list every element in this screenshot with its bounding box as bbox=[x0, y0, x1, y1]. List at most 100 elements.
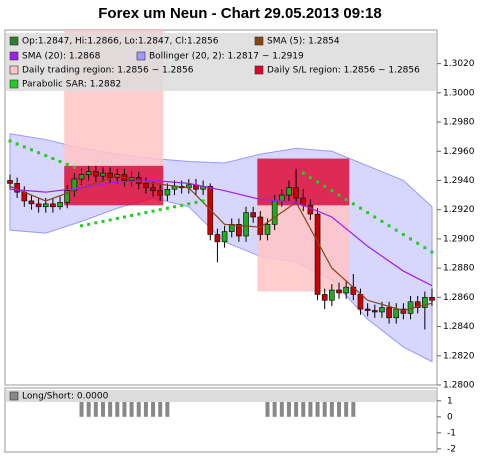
sar-dot bbox=[15, 142, 19, 146]
long-short-bar bbox=[122, 400, 127, 417]
candle-body bbox=[164, 188, 171, 196]
candle-body bbox=[236, 224, 242, 237]
candle-body bbox=[214, 234, 221, 243]
sar-dot bbox=[380, 219, 384, 223]
sar-dot bbox=[194, 200, 198, 204]
candle-body bbox=[407, 301, 414, 314]
legend-label: Daily S/L region: 1.2856 ~ 1.2856 bbox=[267, 66, 420, 76]
long-short-bar bbox=[315, 400, 320, 417]
sar-dot bbox=[308, 176, 312, 180]
sar-dot bbox=[108, 218, 112, 222]
long-short-bar bbox=[115, 400, 120, 417]
candle-body bbox=[35, 203, 42, 208]
sar-dot bbox=[122, 215, 126, 219]
long-short-bar bbox=[265, 400, 270, 417]
legend-label: SMA (20): 1.2868 bbox=[22, 52, 101, 62]
y-tick-label: 1.2940 bbox=[443, 176, 475, 186]
y-tick-label: 1.2880 bbox=[443, 264, 475, 274]
legend-swatch bbox=[9, 51, 19, 61]
long-short-bar bbox=[329, 400, 334, 417]
candle-body bbox=[371, 310, 378, 313]
candle-body bbox=[314, 213, 321, 295]
sar-dot bbox=[416, 241, 420, 245]
candle-body bbox=[422, 297, 428, 308]
legend-label: Op:1.2847, Hi:1.2866, Lo:1.2847, Cl:1.28… bbox=[22, 37, 219, 47]
candle-body bbox=[28, 200, 35, 205]
sar-dot bbox=[358, 206, 362, 210]
long-short-bar bbox=[143, 400, 148, 417]
sar-dot bbox=[180, 203, 184, 207]
sar-dot bbox=[316, 180, 320, 184]
legend-label: SMA (5): 1.2854 bbox=[267, 37, 340, 47]
sar-dot bbox=[101, 219, 105, 223]
y-tick-label: 1.2860 bbox=[443, 293, 475, 303]
sar-dot bbox=[401, 233, 405, 237]
long-short-bar bbox=[344, 400, 349, 417]
candle-body bbox=[85, 171, 92, 175]
candle-body bbox=[264, 224, 271, 235]
long-short-bar bbox=[136, 400, 141, 417]
long-short-bar bbox=[294, 400, 299, 417]
sar-dot bbox=[373, 215, 377, 219]
legend-swatch bbox=[9, 36, 19, 46]
sar-dot bbox=[72, 165, 76, 169]
sar-dot bbox=[29, 148, 33, 152]
candle-body bbox=[7, 180, 13, 184]
sar-dot bbox=[201, 199, 205, 203]
sar-dot bbox=[65, 162, 69, 166]
y-tick-label: 1 bbox=[447, 396, 453, 406]
sar-dot bbox=[8, 139, 12, 143]
candle-body bbox=[42, 203, 49, 208]
y-tick-label: 1.2980 bbox=[443, 118, 475, 128]
long-short-bar bbox=[129, 400, 134, 417]
sar-dot bbox=[151, 209, 155, 213]
sar-dot bbox=[301, 171, 305, 175]
sar-dot bbox=[330, 189, 334, 193]
y-tick-label: 0 bbox=[447, 412, 453, 422]
long-short-bar bbox=[86, 400, 91, 417]
sar-dot bbox=[130, 214, 134, 218]
y-tick-label: 1.2960 bbox=[443, 147, 475, 157]
sar-dot bbox=[337, 193, 341, 197]
sar-dot bbox=[94, 221, 98, 225]
candle-body bbox=[336, 289, 342, 294]
sar-dot bbox=[387, 224, 391, 228]
sar-dot bbox=[80, 224, 84, 228]
y-tick-label: -2 bbox=[447, 444, 456, 454]
long-short-bar bbox=[151, 400, 156, 417]
sar-dot bbox=[137, 212, 141, 216]
sar-dot bbox=[423, 246, 427, 250]
candle-body bbox=[321, 294, 328, 301]
long-short-bar bbox=[279, 400, 284, 417]
candle-body bbox=[271, 200, 278, 225]
sar-dot bbox=[366, 211, 370, 215]
region bbox=[257, 205, 350, 292]
candle-body bbox=[50, 203, 56, 208]
candle-body bbox=[386, 307, 392, 319]
candle-body bbox=[64, 190, 71, 203]
candle-body bbox=[107, 172, 113, 178]
sar-dot bbox=[187, 202, 191, 206]
sar-dot bbox=[37, 151, 41, 155]
sar-dot bbox=[87, 222, 91, 226]
sar-dot bbox=[344, 197, 348, 201]
y-tick-label: 1.2820 bbox=[443, 351, 475, 361]
sar-dot bbox=[165, 206, 169, 210]
chart-title: Forex um Neun - Chart 29.05.2013 09:18 bbox=[98, 5, 381, 22]
sar-dot bbox=[173, 205, 177, 209]
candle-body bbox=[57, 202, 63, 208]
y-tick-label: 1.3000 bbox=[443, 88, 475, 98]
sar-dot bbox=[44, 154, 48, 158]
long-short-bar bbox=[93, 400, 98, 417]
sar-dot bbox=[409, 237, 413, 241]
candle-body bbox=[286, 187, 292, 196]
candle-body bbox=[393, 308, 400, 319]
candle-body bbox=[293, 187, 299, 199]
sar-dot bbox=[351, 202, 355, 206]
candle-body bbox=[150, 187, 156, 191]
long-short-bar bbox=[286, 400, 291, 417]
sar-dot bbox=[144, 211, 148, 215]
y-tick-label: 1.3020 bbox=[443, 59, 475, 69]
legend-label: Daily trading region: 1.2856 ~ 1.2856 bbox=[22, 66, 194, 76]
